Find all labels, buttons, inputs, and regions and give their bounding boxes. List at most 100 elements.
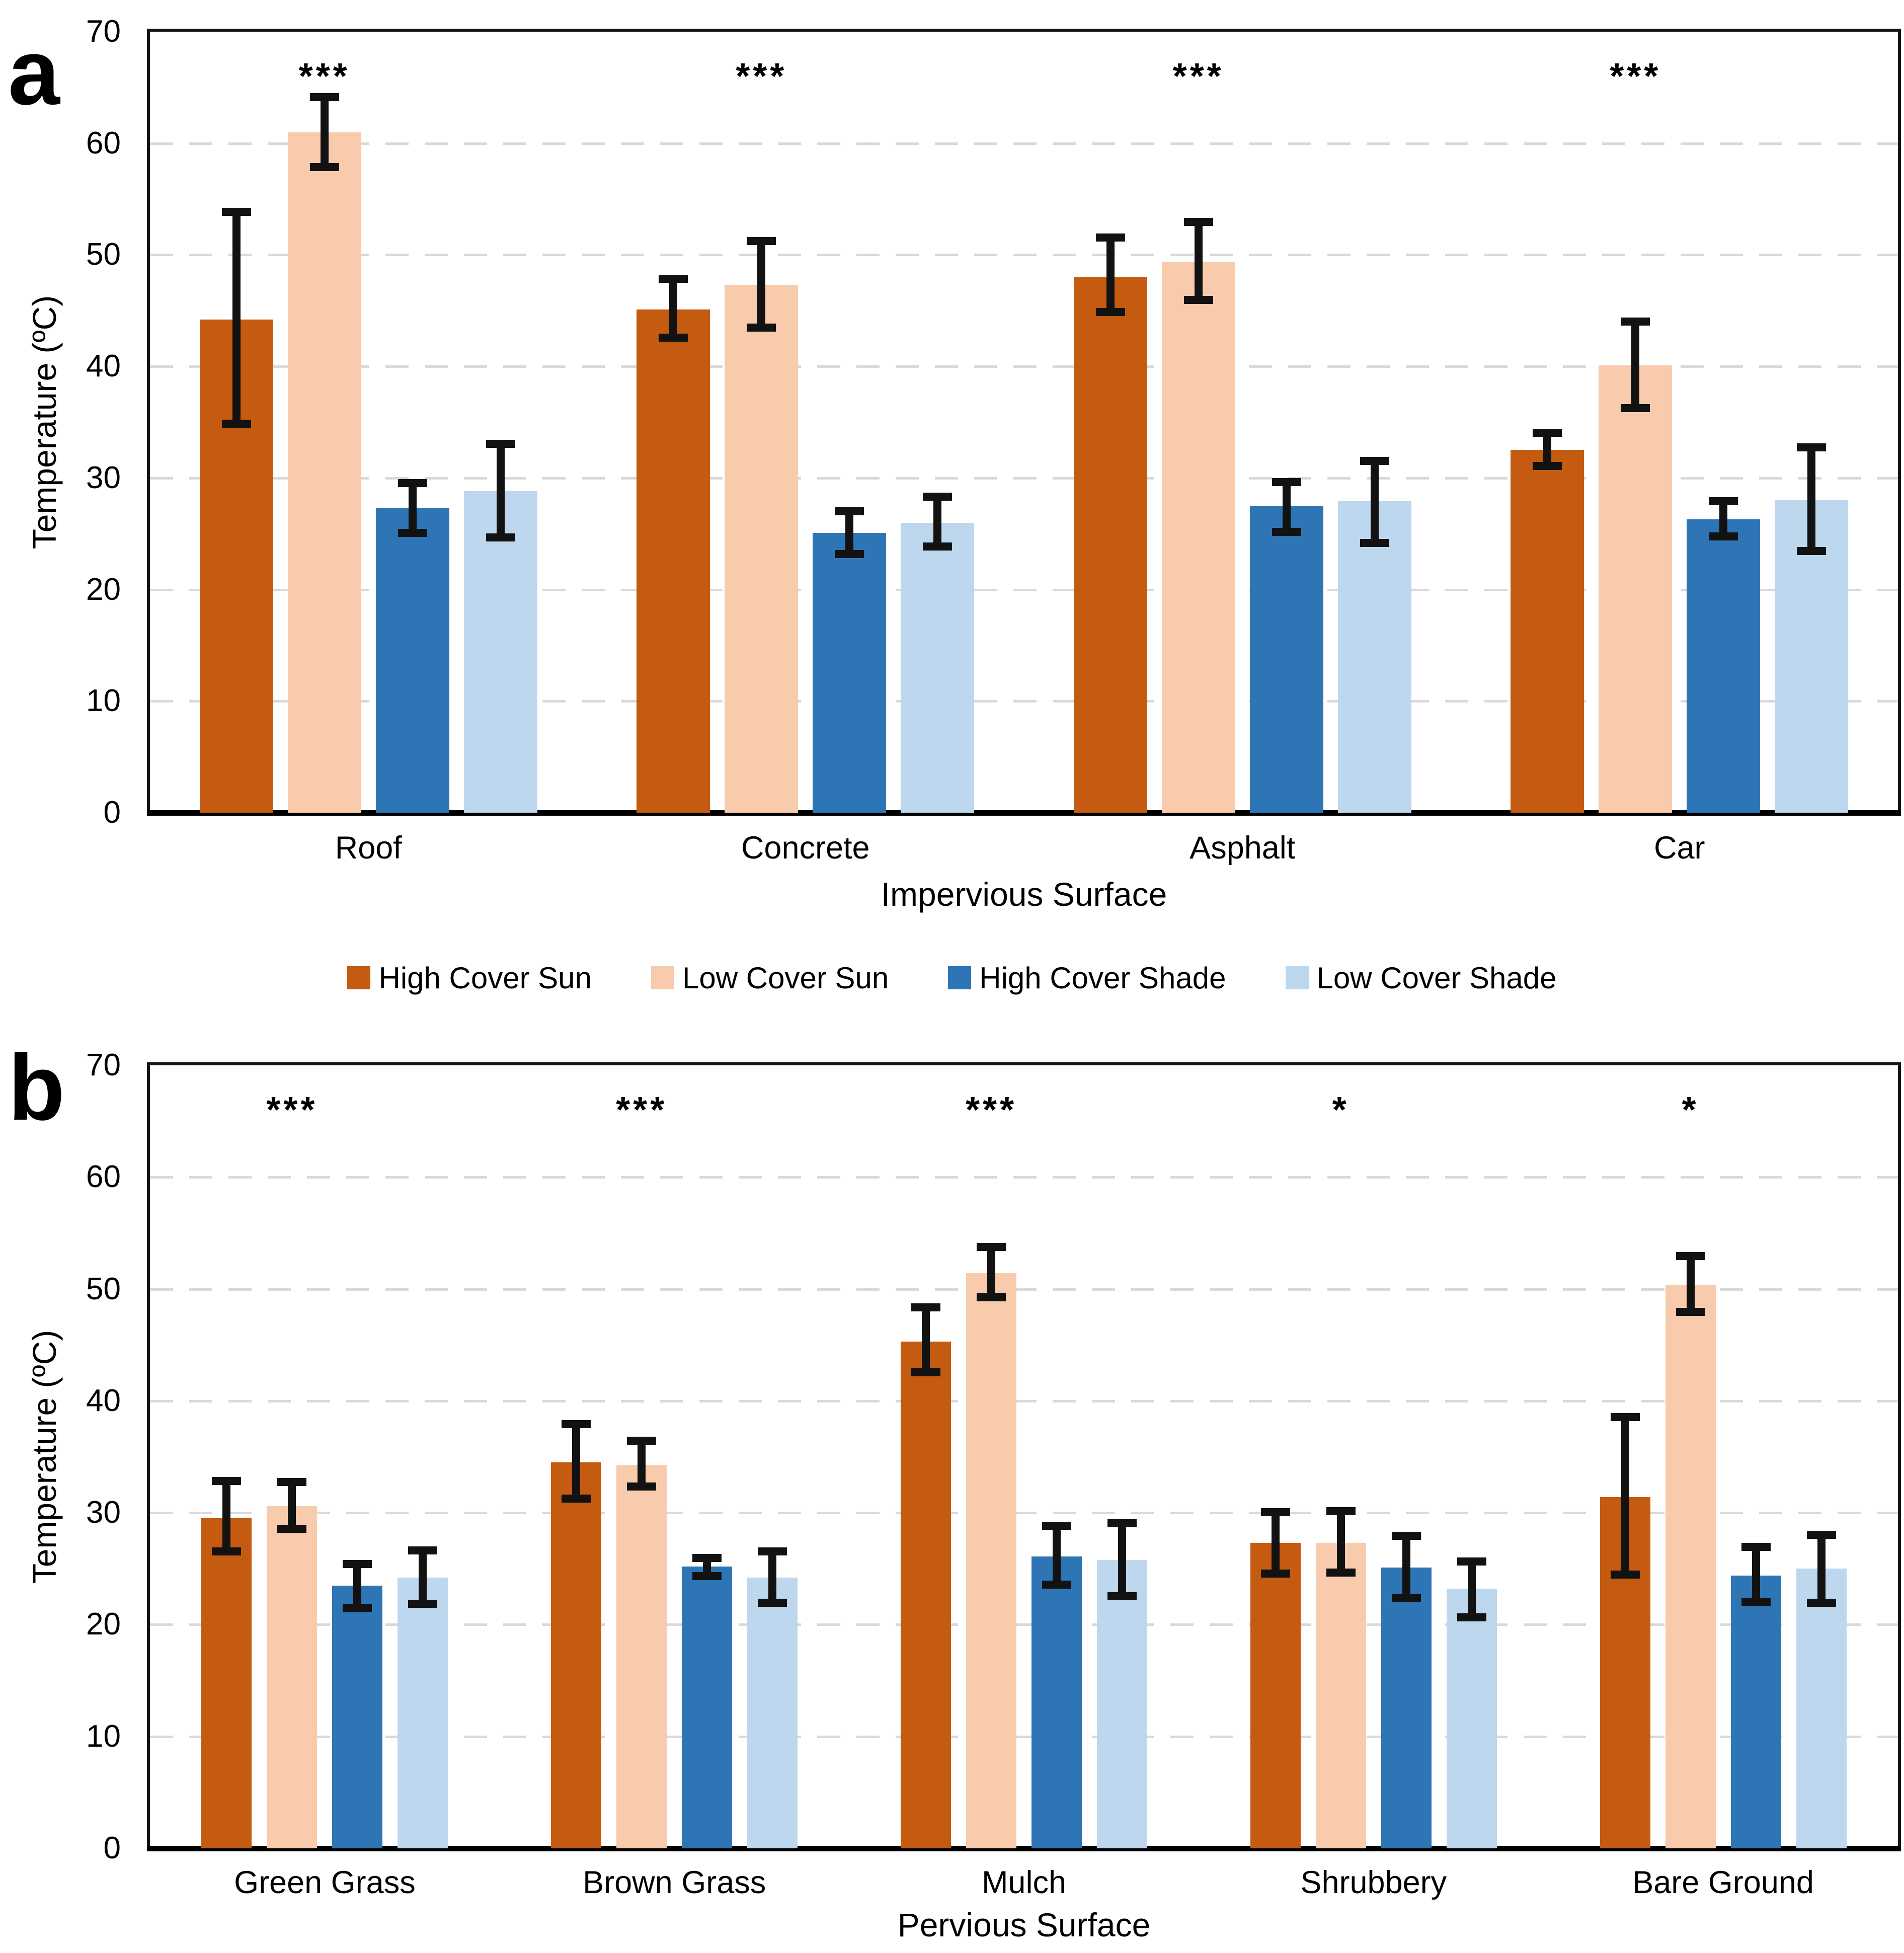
error-bar	[1752, 1543, 1760, 1606]
error-bar	[419, 1546, 427, 1608]
bar-low-cover-sun-asphalt	[1161, 261, 1235, 813]
error-bar-cap-top	[1806, 1530, 1836, 1539]
bar-high-cover-shade-shrubbery	[1381, 1568, 1432, 1848]
error-bar-cap-top	[627, 1436, 657, 1445]
error-bar-cap-bottom	[309, 163, 339, 172]
error-bar	[1370, 456, 1379, 548]
error-bar	[572, 1420, 581, 1503]
plot-area-b	[147, 1062, 1901, 1851]
error-bar-cap-top	[408, 1546, 438, 1554]
error-bar-cap-top	[1533, 429, 1562, 437]
x-axis-title-a: Impervious Surface	[881, 876, 1167, 913]
error-bar	[1719, 497, 1728, 540]
bar-low-cover-shade-brown-grass	[747, 1578, 798, 1848]
error-bar	[1118, 1519, 1126, 1600]
y-tick-label-10: 10	[86, 683, 121, 719]
bar-high-cover-sun-shrubbery	[1250, 1543, 1301, 1848]
error-bar-cap-bottom	[627, 1482, 657, 1491]
category-label-shrubbery: Shrubbery	[1300, 1865, 1447, 1900]
error-bar	[987, 1243, 995, 1301]
bar-low-cover-shade-mulch	[1097, 1559, 1147, 1848]
error-bar-cap-bottom	[977, 1293, 1006, 1302]
error-bar-cap-top	[1676, 1252, 1705, 1261]
significance-marker-green-grass: ***	[266, 1090, 318, 1130]
category-label-car: Car	[1653, 830, 1705, 866]
error-bar	[845, 507, 854, 559]
category-label-asphalt: Asphalt	[1189, 830, 1296, 866]
bar-low-cover-sun-shrubbery	[1315, 1543, 1366, 1848]
error-bar-cap-bottom	[1095, 308, 1125, 317]
y-tick-label-50: 50	[86, 237, 121, 272]
error-bar	[1336, 1507, 1345, 1577]
legend: High Cover Sun Low Cover Sun High Cover Sh…	[0, 945, 1904, 1010]
gridline-20	[150, 588, 1898, 591]
error-bar-cap-bottom	[923, 542, 953, 551]
error-bar-cap-top	[221, 208, 251, 216]
legend-swatch-high-cover-shade	[948, 966, 972, 989]
error-bar	[1194, 218, 1203, 304]
category-label-bare-ground: Bare Ground	[1632, 1865, 1814, 1900]
legend-item-high-cover-shade: High Cover Shade	[948, 961, 1226, 995]
bar-high-cover-shade-roof	[375, 508, 449, 813]
error-bar-cap-top	[1621, 317, 1650, 326]
error-bar-cap-top	[659, 275, 688, 283]
error-bar	[1402, 1531, 1410, 1602]
plot-area-a	[147, 29, 1901, 816]
error-bar	[757, 237, 766, 332]
bar-high-cover-sun-concrete	[637, 309, 710, 813]
gridline-60	[150, 142, 1898, 145]
gridline-30	[150, 1512, 1898, 1515]
error-bar-cap-bottom	[747, 324, 776, 332]
legend-item-low-cover-sun: Low Cover Sun	[651, 961, 889, 995]
error-bar-cap-top	[343, 1559, 372, 1568]
significance-marker-shrubbery: *	[1332, 1090, 1350, 1130]
significance-marker-car: ***	[1610, 56, 1661, 97]
legend-item-high-cover-sun: High Cover Sun	[347, 961, 592, 995]
error-bar-cap-top	[758, 1547, 787, 1556]
error-bar-cap-bottom	[1676, 1307, 1705, 1316]
bar-low-cover-sun-mulch	[966, 1273, 1016, 1848]
error-bar-cap-bottom	[1107, 1592, 1137, 1600]
error-bar	[669, 275, 678, 342]
error-bar-cap-bottom	[1533, 462, 1562, 471]
error-bar-cap-top	[1457, 1557, 1486, 1566]
error-bar-cap-top	[1272, 478, 1301, 486]
bar-high-cover-shade-asphalt	[1249, 506, 1323, 813]
error-bar-cap-top	[277, 1478, 307, 1487]
x-axis-line-a	[147, 810, 1901, 816]
error-bar	[638, 1436, 646, 1491]
error-bar-cap-bottom	[277, 1525, 307, 1533]
y-tick-label-60: 60	[86, 1159, 121, 1195]
error-bar-cap-bottom	[1260, 1570, 1290, 1578]
error-bar	[1817, 1530, 1826, 1607]
error-bar	[922, 1303, 930, 1376]
bar-low-cover-sun-roof	[287, 132, 361, 813]
error-bar-cap-bottom	[1326, 1568, 1356, 1577]
error-bar-cap-top	[835, 507, 864, 515]
legend-label: High Cover Shade	[979, 961, 1226, 995]
y-tick-label-70: 70	[86, 14, 121, 49]
error-bar-cap-bottom	[1621, 404, 1650, 413]
error-bar-cap-top	[1326, 1507, 1356, 1516]
error-bar-cap-bottom	[1806, 1598, 1836, 1607]
error-bar	[496, 440, 505, 542]
legend-swatch-low-cover-shade	[1285, 966, 1309, 989]
bar-low-cover-sun-brown-grass	[616, 1464, 667, 1848]
error-bar-cap-top	[923, 492, 953, 501]
bar-low-cover-sun-bare-ground	[1665, 1284, 1716, 1848]
gridline-60	[150, 1176, 1898, 1179]
x-axis-title-b: Pervious Surface	[897, 1906, 1151, 1943]
error-bar	[320, 93, 329, 172]
y-tick-label-70: 70	[86, 1048, 121, 1082]
significance-marker-brown-grass: ***	[616, 1090, 668, 1130]
error-bar	[1807, 443, 1816, 555]
error-bar-cap-bottom	[1360, 539, 1389, 548]
error-bar-cap-top	[1709, 497, 1738, 505]
error-bar-cap-top	[747, 237, 776, 245]
legend-item-low-cover-shade: Low Cover Shade	[1285, 961, 1557, 995]
bar-low-cover-shade-concrete	[901, 522, 975, 813]
error-bar	[1106, 233, 1115, 317]
error-bar-cap-top	[309, 93, 339, 101]
significance-marker-mulch: ***	[965, 1090, 1017, 1130]
y-tick-label-40: 40	[86, 349, 121, 384]
